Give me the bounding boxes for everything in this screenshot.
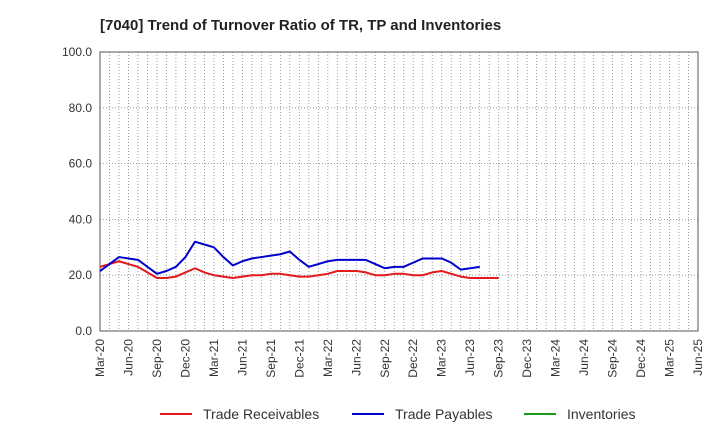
y-tick-label: 0.0 <box>75 324 92 338</box>
legend: Trade Receivables Trade Payables Invento… <box>160 406 635 422</box>
x-tick-label: Dec-22 <box>406 339 420 378</box>
legend-label-inventories: Inventories <box>567 406 635 422</box>
plot-area <box>99 51 699 332</box>
x-tick-label: Jun-23 <box>463 339 477 376</box>
y-axis: 0.0 20.0 40.0 60.0 80.0 100.0 <box>62 45 92 338</box>
x-tick-label: Sep-24 <box>606 339 620 378</box>
legend-label-trade-receivables: Trade Receivables <box>203 406 319 422</box>
x-tick-label: Dec-23 <box>520 339 534 378</box>
y-tick-label: 60.0 <box>69 157 93 171</box>
x-tick-label: Jun-20 <box>121 339 135 376</box>
x-tick-label: Mar-23 <box>435 339 449 377</box>
chart-title: [7040] Trend of Turnover Ratio of TR, TP… <box>100 17 501 34</box>
y-tick-label: 40.0 <box>69 212 93 226</box>
x-axis: Mar-20 Jun-20 Sep-20 Dec-20 Mar-21 Jun-21 Sep-… <box>93 339 705 378</box>
x-tick-label: Jun-22 <box>349 339 363 376</box>
x-tick-label: Mar-22 <box>321 339 335 377</box>
x-tick-label: Mar-21 <box>207 339 221 377</box>
x-tick-label: Mar-24 <box>549 339 563 377</box>
x-tick-label: Dec-24 <box>634 339 648 378</box>
x-tick-label: Jun-24 <box>577 339 591 376</box>
grid <box>99 51 699 332</box>
x-tick-label: Dec-21 <box>292 339 306 378</box>
legend-item-trade-payables: Trade Payables <box>352 406 493 422</box>
legend-item-trade-receivables: Trade Receivables <box>160 406 319 422</box>
series-line-trade-payables <box>99 240 480 275</box>
y-tick-label: 20.0 <box>69 268 93 282</box>
x-tick-label: Jun-21 <box>235 339 249 376</box>
x-tick-label: Sep-20 <box>150 339 164 378</box>
x-tick-label: Mar-25 <box>663 339 677 377</box>
legend-item-inventories: Inventories <box>524 406 635 422</box>
x-tick-label: Dec-20 <box>178 339 192 378</box>
x-tick-label: Sep-23 <box>492 339 506 378</box>
x-tick-label: Sep-21 <box>264 339 278 378</box>
x-tick-label: Sep-22 <box>378 339 392 378</box>
x-tick-label: Mar-20 <box>93 339 107 377</box>
series-layer <box>99 240 499 279</box>
x-tick-label: Jun-25 <box>691 339 705 376</box>
y-tick-label: 80.0 <box>69 101 93 115</box>
y-tick-label: 100.0 <box>62 45 92 59</box>
series-line-trade-receivables <box>99 260 499 279</box>
legend-label-trade-payables: Trade Payables <box>395 406 493 422</box>
